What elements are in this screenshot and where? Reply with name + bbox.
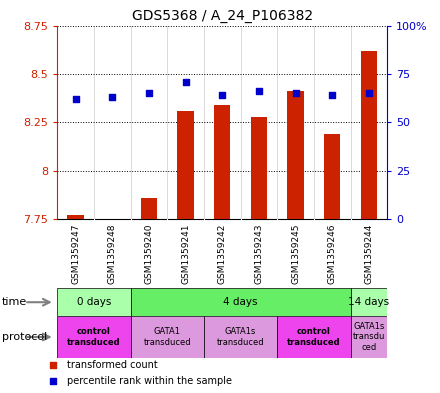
Bar — [361, 51, 377, 219]
Text: GSM1359243: GSM1359243 — [254, 224, 264, 284]
Bar — [204, 316, 277, 358]
Text: time: time — [2, 297, 27, 307]
Point — [365, 90, 372, 97]
Point — [145, 90, 152, 97]
Text: control
transduced: control transduced — [287, 327, 341, 347]
Text: GATA1s
transduced: GATA1s transduced — [217, 327, 264, 347]
Bar — [57, 316, 131, 358]
Text: control
transduced: control transduced — [67, 327, 121, 347]
Point — [182, 79, 189, 85]
Point — [49, 378, 56, 384]
Text: GSM1359244: GSM1359244 — [364, 224, 374, 284]
Bar — [324, 134, 341, 219]
Point — [72, 96, 79, 102]
Text: GATA1s
transdu
ced: GATA1s transdu ced — [353, 322, 385, 352]
Bar — [251, 117, 267, 219]
Text: percentile rank within the sample: percentile rank within the sample — [67, 376, 232, 386]
Bar — [351, 288, 387, 316]
Point — [329, 92, 336, 98]
Text: GSM1359245: GSM1359245 — [291, 224, 300, 284]
Point — [49, 362, 56, 368]
Text: GSM1359248: GSM1359248 — [108, 224, 117, 284]
Point — [109, 94, 116, 100]
Bar — [57, 288, 131, 316]
Text: GATA1
transduced: GATA1 transduced — [143, 327, 191, 347]
Text: GSM1359240: GSM1359240 — [144, 224, 154, 284]
Text: 4 days: 4 days — [223, 297, 258, 307]
Point — [219, 92, 226, 98]
Text: protocol: protocol — [2, 332, 48, 342]
Text: GSM1359241: GSM1359241 — [181, 224, 190, 284]
Text: 0 days: 0 days — [77, 297, 111, 307]
Bar — [131, 316, 204, 358]
Text: GSM1359246: GSM1359246 — [328, 224, 337, 284]
Bar — [277, 316, 351, 358]
Bar — [177, 111, 194, 219]
Bar — [67, 215, 84, 219]
Bar — [214, 105, 231, 219]
Point — [255, 88, 262, 95]
Bar — [351, 316, 387, 358]
Text: GSM1359242: GSM1359242 — [218, 224, 227, 284]
Text: GSM1359247: GSM1359247 — [71, 224, 80, 284]
Bar — [131, 288, 351, 316]
Text: transformed count: transformed count — [67, 360, 158, 369]
Title: GDS5368 / A_24_P106382: GDS5368 / A_24_P106382 — [132, 9, 313, 23]
Bar — [141, 198, 157, 219]
Point — [292, 90, 299, 97]
Text: 14 days: 14 days — [348, 297, 389, 307]
Bar — [287, 92, 304, 219]
